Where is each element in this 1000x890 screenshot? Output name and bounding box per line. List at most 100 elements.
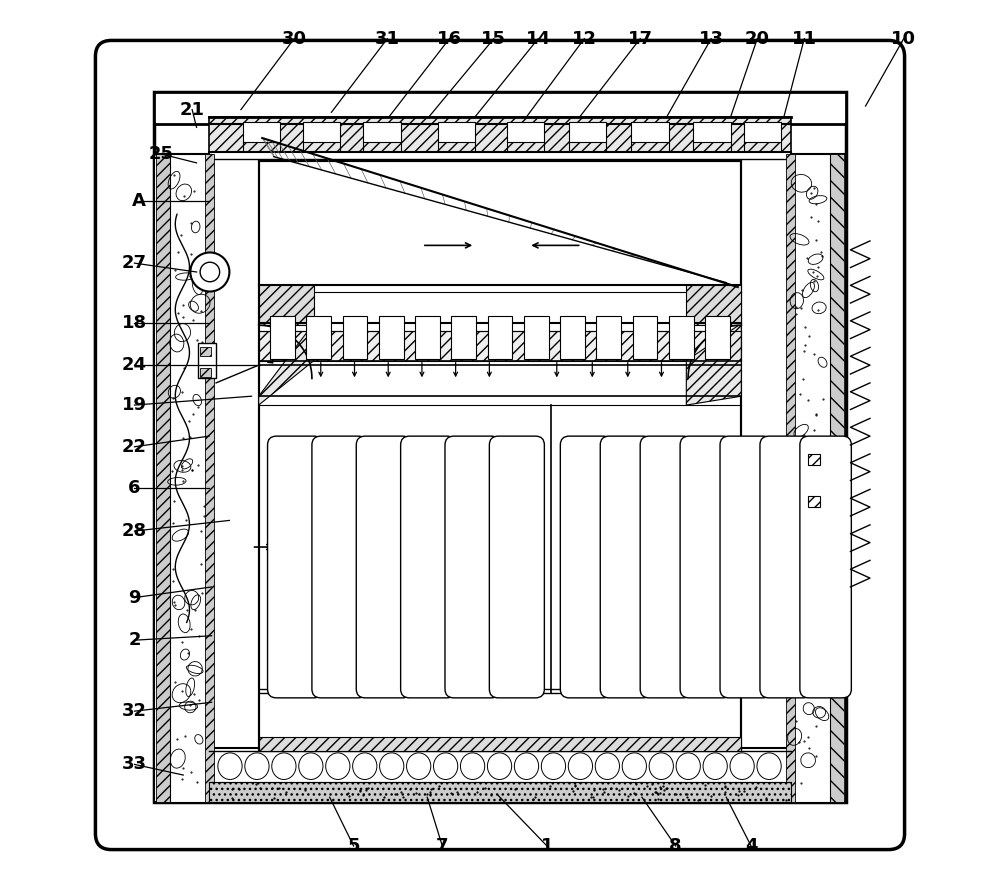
FancyBboxPatch shape (445, 436, 500, 698)
Ellipse shape (245, 753, 269, 780)
Ellipse shape (676, 753, 700, 780)
Bar (156, 154, 170, 802)
Text: 18: 18 (122, 313, 147, 332)
Bar (209, 782, 791, 802)
FancyBboxPatch shape (800, 436, 851, 698)
Text: 2: 2 (128, 631, 141, 649)
Text: 1: 1 (541, 837, 553, 855)
FancyBboxPatch shape (680, 436, 732, 698)
Ellipse shape (434, 753, 458, 780)
Text: 6: 6 (128, 479, 141, 497)
Bar (259, 737, 741, 751)
Bar (507, 122, 544, 142)
Ellipse shape (622, 753, 646, 780)
FancyBboxPatch shape (560, 436, 612, 698)
FancyBboxPatch shape (760, 436, 811, 698)
Bar (808, 454, 826, 507)
Polygon shape (686, 323, 741, 405)
Bar (270, 316, 295, 359)
Ellipse shape (568, 753, 593, 780)
FancyBboxPatch shape (401, 436, 456, 698)
Text: 4: 4 (745, 837, 757, 855)
Text: 25: 25 (149, 145, 174, 163)
Ellipse shape (407, 753, 431, 780)
Text: 13: 13 (699, 29, 724, 48)
Bar (488, 316, 512, 359)
Bar (669, 316, 694, 359)
Bar (569, 122, 606, 142)
FancyBboxPatch shape (489, 436, 544, 698)
Ellipse shape (514, 753, 539, 780)
FancyBboxPatch shape (95, 40, 905, 850)
Bar (303, 122, 340, 142)
Bar (786, 154, 795, 802)
Text: 14: 14 (526, 29, 551, 48)
Polygon shape (259, 286, 314, 325)
Bar (198, 343, 216, 378)
Ellipse shape (730, 753, 754, 780)
Text: 7: 7 (436, 837, 449, 855)
FancyBboxPatch shape (640, 436, 692, 698)
Text: 28: 28 (122, 522, 147, 540)
Ellipse shape (757, 753, 781, 780)
Polygon shape (259, 323, 314, 405)
Bar (343, 316, 367, 359)
Circle shape (190, 253, 229, 292)
Text: 19: 19 (122, 396, 147, 414)
Bar (170, 154, 211, 802)
Bar (705, 316, 730, 359)
Bar (415, 316, 440, 359)
Bar (154, 92, 846, 124)
FancyBboxPatch shape (356, 436, 411, 698)
Ellipse shape (272, 753, 296, 780)
FancyBboxPatch shape (312, 436, 367, 698)
Bar (259, 161, 741, 751)
Ellipse shape (487, 753, 512, 780)
Bar (209, 117, 791, 152)
Text: 9: 9 (128, 588, 141, 607)
Bar (363, 122, 401, 142)
Bar (693, 122, 731, 142)
Text: 33: 33 (122, 756, 147, 773)
Bar (830, 154, 844, 802)
Text: 17: 17 (628, 29, 653, 48)
Text: 5: 5 (347, 837, 360, 855)
Ellipse shape (703, 753, 727, 780)
Bar (200, 347, 211, 356)
Text: 11: 11 (792, 29, 817, 48)
Text: 8: 8 (669, 837, 682, 855)
FancyBboxPatch shape (268, 436, 323, 698)
Bar (808, 497, 820, 507)
Ellipse shape (353, 753, 377, 780)
Bar (631, 122, 669, 142)
Ellipse shape (299, 753, 323, 780)
Bar (596, 316, 621, 359)
Ellipse shape (649, 753, 673, 780)
Bar (259, 331, 741, 360)
Ellipse shape (380, 753, 404, 780)
Circle shape (200, 263, 220, 282)
Text: 32: 32 (122, 702, 147, 720)
Bar (789, 154, 830, 802)
FancyBboxPatch shape (720, 436, 771, 698)
Ellipse shape (541, 753, 566, 780)
Ellipse shape (595, 753, 619, 780)
Bar (209, 748, 791, 802)
Bar (243, 122, 280, 142)
Bar (154, 154, 209, 802)
Bar (560, 316, 585, 359)
Ellipse shape (460, 753, 485, 780)
Polygon shape (686, 286, 741, 325)
Bar (451, 316, 476, 359)
Bar (524, 316, 549, 359)
Text: 12: 12 (572, 29, 597, 48)
Bar (808, 454, 820, 465)
Ellipse shape (326, 753, 350, 780)
Bar (154, 92, 846, 802)
Bar (306, 316, 331, 359)
Bar (791, 154, 846, 802)
Text: 31: 31 (375, 29, 400, 48)
Bar (633, 316, 657, 359)
Bar (438, 122, 475, 142)
Bar (379, 316, 404, 359)
